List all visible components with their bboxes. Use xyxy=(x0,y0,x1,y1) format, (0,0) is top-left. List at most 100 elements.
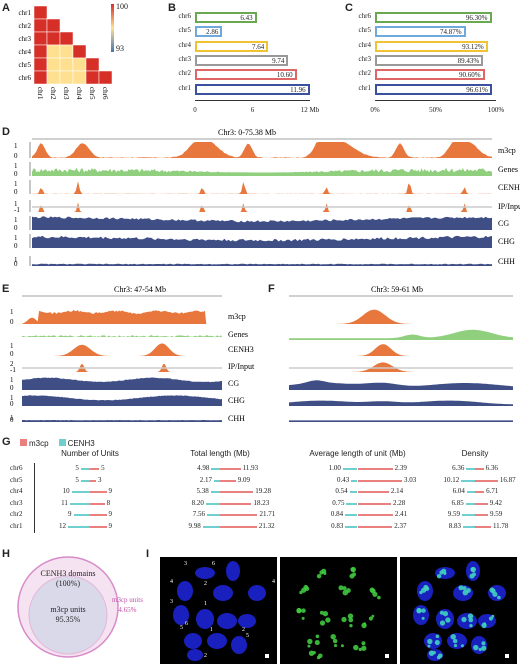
cenh3-signal xyxy=(441,568,447,574)
panel-label-e: E xyxy=(2,283,10,295)
panel-d-svg: Chr3: 0-75.38 Mb 10m3cp10Genes10CENH31-1… xyxy=(14,128,520,268)
signal-track xyxy=(289,309,513,324)
value-bar: 2.86 xyxy=(195,26,223,38)
cenh3-signal xyxy=(349,623,353,628)
heatmap-cell xyxy=(85,70,100,85)
chromosome-blob xyxy=(471,636,487,654)
g-bar-cenh3 xyxy=(202,525,220,528)
g-bar-cenh3 xyxy=(461,479,475,482)
cenh3-signal xyxy=(467,613,474,619)
g-bar-m3cp xyxy=(475,514,488,516)
chromosome-number: 2 xyxy=(242,627,245,633)
heatmap-row-label: chr5 xyxy=(19,61,32,69)
chromosome-blob xyxy=(213,585,233,601)
panel-label-b: B xyxy=(168,2,176,14)
g-value-cenh3: 6.85 xyxy=(451,498,464,507)
cenh3-signal xyxy=(371,614,375,618)
track-label: CG xyxy=(498,219,509,228)
track-axis-max: 1 xyxy=(14,180,18,188)
g-bar-cenh3 xyxy=(466,491,475,493)
cenh3-signal xyxy=(473,644,479,651)
cenh3-signal xyxy=(342,586,347,591)
g-value-m3cp: 16.87 xyxy=(499,475,516,484)
cenh3-signal xyxy=(377,595,381,600)
track-axis-min: 0 xyxy=(14,260,18,268)
x-tick-label: 50% xyxy=(429,105,442,114)
track-axis-max: 1 xyxy=(14,234,18,242)
g-bar-cenh3 xyxy=(349,491,358,493)
g-bar-cenh3 xyxy=(466,468,475,470)
g-bar-m3cp xyxy=(220,468,241,470)
heatmap-row-label: chr2 xyxy=(19,22,32,30)
value-bar: 89.43% xyxy=(375,54,484,66)
g-section-title: Number of Units xyxy=(61,449,119,458)
x-tick-label: 100% xyxy=(487,105,505,114)
g-bar-m3cp xyxy=(357,514,393,516)
signal-track xyxy=(289,362,513,372)
chromosome-number: 3 xyxy=(170,599,173,605)
g-bar-m3cp xyxy=(220,479,236,482)
g-bar-m3cp xyxy=(357,468,393,470)
g-bar-m3cp xyxy=(475,468,484,470)
bar-chrom-label: chr2 xyxy=(358,69,371,78)
track-axis-max: 1 xyxy=(10,376,14,384)
signal-track xyxy=(22,310,222,324)
cenh3-signal xyxy=(316,573,322,579)
signal-track xyxy=(32,263,492,266)
value-bar: 10.60 xyxy=(195,69,297,81)
cenh3-signal xyxy=(325,617,331,623)
panel-label-c: C xyxy=(345,2,353,14)
g-value-cenh3: 1.00 xyxy=(328,464,341,472)
cenh3-signal xyxy=(421,608,426,613)
g-value-cenh3: 12 xyxy=(59,521,66,530)
bar-chrom-label: chr1 xyxy=(358,83,371,92)
cenh3-signal xyxy=(421,587,427,593)
signal-track xyxy=(289,329,513,340)
heatmap-row-label: chr4 xyxy=(19,48,32,56)
heatmap-cell xyxy=(46,44,61,59)
value-bar: 96.30% xyxy=(375,12,492,23)
heatmap-cell xyxy=(72,57,87,72)
track-axis-min: 0 xyxy=(14,170,18,178)
track-axis-min: 0 xyxy=(14,224,18,232)
cenh3-signal xyxy=(416,608,422,614)
track-label: IP/Input xyxy=(498,202,520,211)
chromosome-number: 6 xyxy=(185,621,188,627)
heatmap-cell xyxy=(33,44,48,59)
cenh3-signal xyxy=(330,634,336,640)
cenh3-signal xyxy=(434,640,440,646)
g-value-m3cp: 18.23 xyxy=(253,498,270,507)
track-label: IP/Input xyxy=(228,362,255,371)
cenh3-signal xyxy=(481,622,487,629)
track-label: CHH xyxy=(228,414,245,423)
track-axis-min: 0 xyxy=(10,400,14,408)
g-bar-m3cp xyxy=(220,502,252,505)
track-axis-max: 1 xyxy=(10,394,14,402)
signal-track xyxy=(22,377,222,390)
chromosome-number: 1 xyxy=(210,627,213,633)
x-tick-label: 12 Mb xyxy=(300,105,320,114)
bar-value: 10.60 xyxy=(276,71,293,80)
g-chrom-label: chr4 xyxy=(10,487,23,495)
outer-label: CENH3 domains (100%) xyxy=(40,569,96,588)
g-value-m3cp: 5 xyxy=(101,464,105,472)
cenh3-signal xyxy=(349,573,355,579)
cenh3-signal xyxy=(296,608,302,614)
g-chrom-label: chr1 xyxy=(10,521,23,530)
cenh3-signal xyxy=(347,613,354,619)
g-bar-cenh3 xyxy=(345,514,358,516)
g-value-m3cp: 6.36 xyxy=(485,464,498,472)
bar-value: 11.96 xyxy=(290,85,306,94)
panel-b-chart: chr6 6.43 chr5 2.86 chr4 7.64 chr3 9.74 chr2 10.6… xyxy=(165,0,345,125)
chromosome-blob xyxy=(238,614,256,628)
panel-d-title: Chr3: 0-75.38 Mb xyxy=(218,128,276,137)
track-axis-max: 2 xyxy=(10,360,14,368)
heatmap-cell xyxy=(46,70,61,85)
cenh3-signal xyxy=(427,644,431,648)
panel-c-chart: chr6 96.30% chr5 74.87% chr4 93.12% chr3 89.43%… xyxy=(345,0,520,125)
heatmap-row-label: chr6 xyxy=(19,74,32,82)
cenh3-signal xyxy=(307,638,313,645)
g-chrom-label: chr6 xyxy=(10,464,23,472)
cenh3-signal xyxy=(458,585,464,591)
g-value-m3cp: 2.37 xyxy=(394,521,407,530)
